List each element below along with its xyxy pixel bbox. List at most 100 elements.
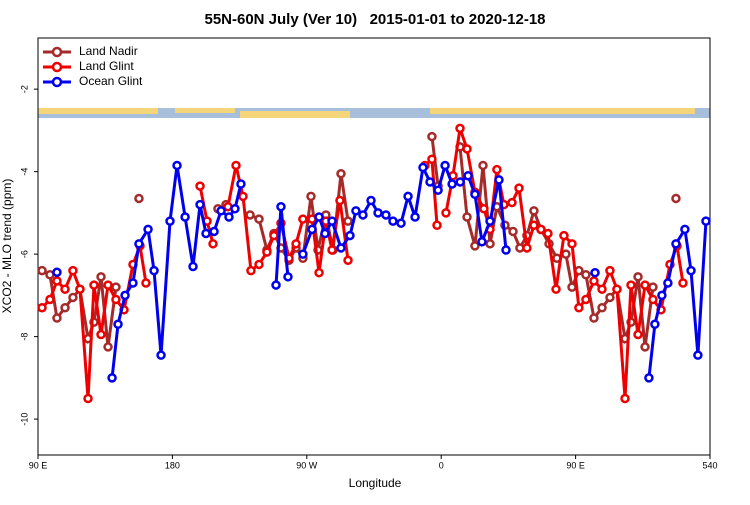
data-point: [425, 177, 435, 187]
x-axis-title: Longitude: [349, 476, 402, 490]
data-point: [216, 206, 226, 216]
data-point: [567, 239, 577, 249]
data-point: [529, 206, 539, 216]
data-point: [633, 329, 643, 340]
data-point: [633, 272, 643, 282]
x-tick-label: 540: [702, 460, 717, 470]
data-point: [522, 243, 532, 253]
data-point: [462, 144, 472, 154]
data-point: [477, 237, 487, 247]
x-tick-label: 90 E: [566, 460, 585, 470]
data-point: [671, 239, 681, 249]
y-tick-label: -8: [19, 333, 29, 341]
data-point: [507, 197, 517, 208]
data-point: [373, 208, 383, 218]
data-point: [433, 185, 443, 195]
data-point: [336, 168, 346, 179]
data-point: [52, 313, 62, 323]
data-point: [644, 373, 654, 383]
data-point: [269, 230, 279, 241]
data-point: [410, 212, 420, 222]
data-point: [172, 160, 182, 171]
data-point: [463, 171, 473, 181]
data-point: [597, 303, 607, 313]
x-tick-label: 0: [439, 460, 444, 470]
data-point: [111, 294, 121, 305]
data-point: [343, 216, 353, 226]
data-point: [620, 393, 630, 404]
data-point: [83, 393, 93, 404]
data-point: [612, 284, 622, 294]
data-point: [314, 267, 324, 278]
data-point: [113, 319, 123, 329]
data-point: [134, 193, 144, 204]
data-point: [514, 183, 524, 193]
data-point: [254, 259, 264, 270]
data-point: [231, 160, 241, 171]
data-point: [388, 216, 398, 226]
data-point: [574, 303, 584, 313]
data-point: [314, 212, 324, 222]
data-point: [37, 265, 47, 276]
data-point: [238, 191, 248, 202]
data-point: [45, 294, 55, 305]
map-strip: [38, 108, 710, 118]
data-point: [134, 239, 144, 249]
plot-frame: [37, 37, 711, 456]
data-point: [351, 206, 361, 216]
data-point: [440, 160, 450, 171]
data-point: [103, 342, 113, 352]
data-point: [381, 210, 391, 220]
data-point: [455, 123, 465, 134]
data-point: [485, 216, 495, 226]
data-point: [335, 195, 345, 206]
x-tick-label: 90 E: [29, 460, 48, 470]
x-tick-label: 180: [165, 460, 180, 470]
data-point: [396, 218, 406, 228]
legend-marker: [51, 76, 63, 88]
data-point: [501, 245, 511, 255]
data-point: [561, 249, 571, 259]
legend-label: Ocean Glint: [79, 74, 143, 88]
data-point: [543, 228, 553, 239]
data-point: [536, 224, 546, 235]
data-point: [37, 303, 47, 313]
data-point: [485, 239, 495, 249]
data-point: [529, 220, 539, 231]
data-point: [597, 284, 607, 294]
data-point: [462, 212, 472, 222]
data-point: [455, 177, 465, 187]
data-point: [470, 189, 480, 200]
data-point: [589, 276, 599, 286]
data-point: [581, 270, 591, 280]
data-point: [283, 272, 293, 282]
data-point: [188, 261, 198, 272]
data-point: [180, 212, 190, 222]
data-point: [427, 154, 437, 165]
data-point: [320, 228, 330, 239]
y-tick-label: -2: [19, 85, 29, 93]
data-point: [648, 282, 658, 292]
data-point: [128, 278, 138, 288]
data-point: [52, 267, 62, 278]
data-point: [52, 276, 62, 286]
data-point: [640, 280, 650, 290]
data-point: [60, 303, 70, 313]
data-point: [149, 265, 159, 276]
y-tick-label: -10: [19, 413, 29, 426]
data-point: [657, 290, 667, 301]
legend-marker: [51, 46, 63, 58]
data-point: [418, 162, 428, 173]
data-point: [343, 255, 353, 266]
data-point: [96, 272, 106, 282]
data-point: [581, 294, 591, 305]
data-point: [701, 216, 711, 226]
data-point: [209, 226, 219, 237]
data-point: [494, 175, 504, 185]
data-point: [590, 267, 600, 278]
data-point: [508, 226, 518, 237]
data-point: [559, 230, 569, 241]
data-point: [447, 179, 457, 189]
data-point: [236, 179, 246, 189]
